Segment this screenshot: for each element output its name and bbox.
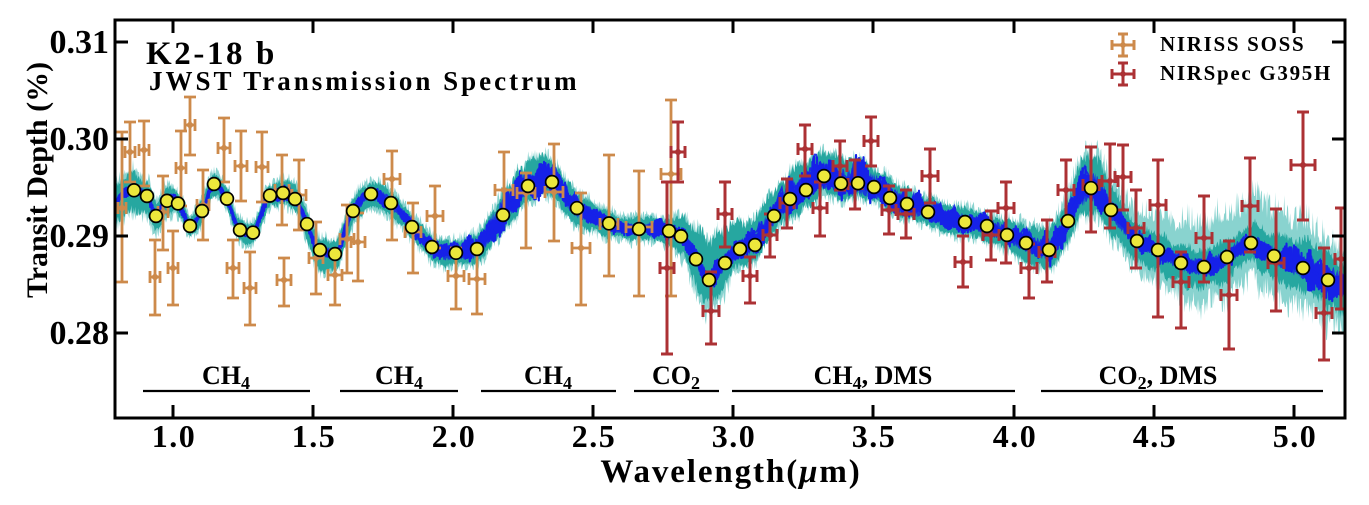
svg-text:JWST Transmission Spectrum: JWST Transmission Spectrum [149,66,580,96]
svg-text:2.0: 2.0 [432,418,477,454]
svg-text:0.30: 0.30 [50,121,110,158]
svg-text:3.0: 3.0 [712,418,757,454]
svg-text:0.31: 0.31 [50,24,110,61]
svg-text:4.5: 4.5 [1133,418,1178,454]
svg-text:0.29: 0.29 [50,218,110,255]
svg-text:NIRISS SOSS: NIRISS SOSS [1160,32,1305,56]
svg-text:CO2, DMS: CO2, DMS [1099,361,1218,393]
svg-text:5.0: 5.0 [1273,418,1318,454]
svg-text:1.0: 1.0 [152,418,197,454]
svg-text:CH4, DMS: CH4, DMS [814,361,933,393]
svg-text:NIRSpec G395H: NIRSpec G395H [1160,61,1332,85]
svg-text:1.5: 1.5 [292,418,337,454]
svg-text:Transit Depth (%): Transit Depth (%) [21,62,54,298]
svg-text:2.5: 2.5 [572,418,617,454]
svg-text:Wavelength(μm): Wavelength(μm) [600,454,861,490]
svg-text:4.0: 4.0 [993,418,1038,454]
svg-text:K2-18 b: K2-18 b [146,36,277,72]
svg-text:0.28: 0.28 [50,315,110,352]
svg-text:3.5: 3.5 [852,418,897,454]
